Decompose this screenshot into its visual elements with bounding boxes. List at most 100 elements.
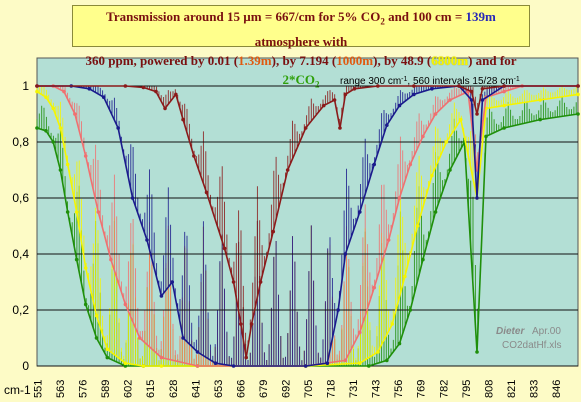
- data-point-s5: [538, 117, 542, 122]
- y-tick-label: 0: [22, 359, 29, 373]
- x-tick-label: 641: [190, 380, 202, 398]
- data-point-s1: [332, 98, 337, 102]
- data-point-s4: [65, 162, 70, 167]
- data-point-s2: [213, 361, 218, 366]
- x-tick-label: 628: [168, 380, 180, 398]
- x-tick-label: 692: [280, 380, 292, 398]
- data-point-s1: [469, 89, 474, 94]
- watermark-file: CO2datHf.xls: [502, 340, 561, 351]
- data-point-s5: [94, 336, 99, 340]
- data-point-s2: [475, 196, 479, 200]
- data-point-s1: [35, 84, 39, 88]
- data-point-s1: [321, 103, 326, 108]
- data-point-s1: [123, 84, 128, 88]
- x-tick-label: 756: [393, 380, 405, 398]
- data-point-s1: [231, 280, 236, 284]
- data-point-s4: [141, 364, 146, 368]
- data-point-s1: [475, 112, 479, 116]
- data-point-s2: [159, 294, 164, 298]
- data-point-s2: [343, 252, 348, 256]
- x-tick-label: 769: [416, 380, 428, 398]
- data-point-s2: [145, 238, 149, 242]
- data-point-s1: [258, 280, 263, 284]
- watermark-author: Dieter: [496, 326, 525, 337]
- data-point-s4: [357, 361, 362, 366]
- x-tick-label: 743: [371, 380, 383, 398]
- y-tick-label: 1: [22, 79, 29, 93]
- x-tick-label: 576: [78, 380, 90, 398]
- x-tick-label: 795: [461, 380, 473, 398]
- data-point-s5: [397, 341, 402, 346]
- data-point-s4: [538, 98, 542, 102]
- x-tick-label: 679: [258, 380, 270, 398]
- data-point-s3: [433, 112, 438, 116]
- data-point-s2: [181, 336, 185, 340]
- x-tick-label: 615: [145, 380, 157, 398]
- data-point-s2: [469, 98, 474, 102]
- data-point-s1: [154, 89, 158, 94]
- data-point-s1: [285, 168, 290, 172]
- x-tick-label: 602: [123, 380, 135, 398]
- data-point-s4: [94, 313, 99, 318]
- data-point-s5: [408, 308, 413, 312]
- y-tick-label: 0,4: [12, 247, 29, 261]
- data-point-s2: [357, 210, 362, 214]
- x-tick-label: 718: [326, 380, 338, 398]
- data-point-s1: [303, 126, 308, 130]
- data-point-s2: [130, 196, 135, 200]
- data-point-s2: [385, 123, 389, 127]
- data-point-s2: [325, 361, 330, 366]
- x-tick-label: 846: [551, 380, 563, 398]
- data-point-s3: [73, 112, 77, 116]
- range-annotation: range 300 cm-1, 560 intervals 15/28 cm-1: [340, 76, 520, 88]
- data-point-s4: [51, 106, 56, 111]
- data-point-s3: [408, 162, 413, 167]
- data-point-s2: [87, 87, 92, 91]
- data-point-s3: [109, 257, 113, 262]
- y-tick-label: 0,6: [12, 191, 29, 205]
- data-point-s4: [83, 266, 88, 270]
- x-tick-label: 821: [506, 380, 518, 398]
- data-point-s3: [62, 89, 66, 94]
- data-point-s1: [480, 87, 485, 91]
- x-tick-label: 563: [55, 380, 67, 398]
- y-axis: 0 0,2 0,4 0,6 0,8 1: [12, 79, 29, 373]
- data-point-s3: [448, 98, 452, 102]
- data-point-s5: [35, 126, 39, 130]
- data-point-s2: [303, 364, 308, 368]
- x-tick-label: 808: [483, 380, 495, 398]
- data-point-s2: [116, 126, 120, 130]
- x-axis: 551 563 576 589 602 615 628 641 653 666 679 692 705 7…: [33, 380, 563, 398]
- x-tick-label: 731: [348, 380, 360, 398]
- data-point-s1: [238, 322, 243, 326]
- data-point-s2: [372, 162, 377, 167]
- data-point-s3: [343, 358, 348, 363]
- data-point-s1: [376, 84, 380, 88]
- data-point-s4: [105, 347, 110, 352]
- x-tick-label: 551: [33, 380, 45, 398]
- data-point-s2: [430, 87, 434, 91]
- data-point-s5: [448, 168, 452, 172]
- data-point-s2: [480, 98, 485, 102]
- data-point-s3: [83, 154, 88, 158]
- data-point-s1: [412, 84, 416, 88]
- data-point-s5: [484, 134, 488, 139]
- data-point-s4: [415, 224, 420, 228]
- data-point-s4: [159, 364, 164, 368]
- data-point-s5: [421, 257, 425, 262]
- x-tick-label: 666: [235, 380, 247, 398]
- data-point-s1: [222, 246, 227, 251]
- plot-area: [36, 57, 579, 367]
- data-point-s4: [123, 361, 128, 366]
- data-point-s4: [58, 126, 63, 130]
- data-point-s3: [502, 89, 506, 94]
- data-point-s1: [343, 92, 348, 97]
- data-point-s1: [352, 87, 357, 91]
- data-point-s3: [137, 336, 142, 340]
- data-point-s5: [44, 129, 48, 133]
- data-point-s4: [390, 322, 395, 326]
- data-point-s5: [433, 210, 438, 214]
- data-point-s5: [74, 257, 79, 262]
- title-line-1: Transmission around 15 µm = 667/cm for 5…: [106, 9, 496, 49]
